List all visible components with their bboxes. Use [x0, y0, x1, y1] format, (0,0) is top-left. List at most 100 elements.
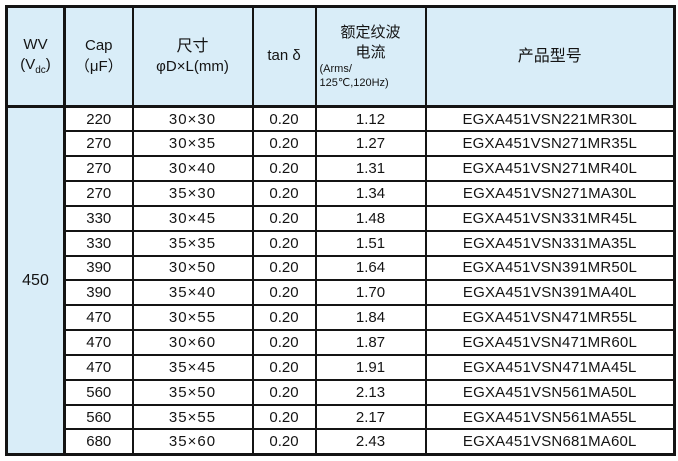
col-header-tand: tan δ [251, 5, 317, 108]
cell-ripple: 1.27 [314, 130, 427, 158]
model-label: 产品型号 [517, 47, 582, 65]
cell-tan: 0.20 [251, 353, 317, 381]
table-row: 330 35×35 0.20 1.51 EGXA451VSN331MA35L [6, 229, 676, 257]
cell-cap: 270 [63, 155, 134, 183]
cell-model: EGXA451VSN561MA55L [424, 403, 676, 431]
cell-ripple: 1.31 [314, 155, 427, 183]
col-header-wv: WV (Vdc) [5, 5, 66, 108]
cell-ripple: 2.17 [314, 403, 427, 431]
cell-size: 35×45 [131, 353, 254, 381]
ripple-label-cn-2: 电流 [355, 43, 386, 61]
cap-unit: （μF） [74, 57, 123, 75]
cell-model: EGXA451VSN331MR45L [424, 204, 676, 232]
cell-model: EGXA451VSN471MR60L [424, 329, 676, 356]
cell-model: EGXA451VSN471MA45L [424, 353, 676, 381]
cell-cap: 220 [63, 105, 134, 133]
cell-model: EGXA451VSN331MA35L [424, 229, 676, 257]
cell-ripple: 1.87 [314, 329, 427, 356]
table-body: 450 220 30×30 0.20 1.12 EGXA451VSN221MR30L 270… [5, 105, 676, 456]
cell-model: EGXA451VSN471MR55L [424, 304, 676, 332]
cell-size: 35×30 [131, 180, 254, 207]
table-row: 390 35×40 0.20 1.70 EGXA451VSN391MA40L [6, 279, 676, 307]
cell-ripple: 2.13 [314, 378, 427, 406]
size-label-cn: 尺寸 [176, 37, 209, 55]
cell-tan: 0.20 [251, 304, 317, 332]
cell-model: EGXA451VSN271MR40L [424, 155, 676, 183]
cell-size: 30×30 [131, 105, 254, 133]
col-header-model: 产品型号 [424, 5, 676, 108]
cell-cap: 330 [63, 204, 134, 232]
cell-tan: 0.20 [251, 229, 317, 257]
cell-model: EGXA451VSN391MA40L [424, 279, 676, 307]
cell-ripple: 1.48 [314, 204, 427, 232]
ripple-label-cn-1: 额定纹波 [340, 23, 401, 41]
cell-tan: 0.20 [251, 180, 317, 207]
table-row: 560 35×55 0.20 2.17 EGXA451VSN561MA55L [6, 403, 676, 431]
header-row: WV (Vdc) Cap （μF） 尺寸 φD×L(mm) tan δ 额定纹波… [5, 5, 676, 108]
cell-cap: 270 [63, 180, 134, 207]
cell-ripple: 1.12 [314, 105, 427, 133]
col-header-size: 尺寸 φD×L(mm) [131, 5, 254, 108]
table-row: 270 35×30 0.20 1.34 EGXA451VSN271MA30L [6, 180, 676, 207]
col-header-cap: Cap （μF） [63, 5, 134, 108]
cell-ripple: 2.43 [314, 428, 427, 456]
cell-size: 35×35 [131, 229, 254, 257]
cell-model: EGXA451VSN561MA50L [424, 378, 676, 406]
cell-tan: 0.20 [251, 105, 317, 133]
cell-model: EGXA451VSN221MR30L [424, 105, 676, 133]
cell-tan: 0.20 [251, 329, 317, 356]
size-unit: φD×L(mm) [156, 58, 229, 76]
table-row: 390 30×50 0.20 1.64 EGXA451VSN391MR50L [6, 254, 676, 282]
cell-tan: 0.20 [251, 403, 317, 431]
table-row: 560 35×50 0.20 2.13 EGXA451VSN561MA50L [6, 378, 676, 406]
cell-cap: 470 [63, 329, 134, 356]
cell-model: EGXA451VSN271MR35L [424, 130, 676, 158]
table-row: 680 35×60 0.20 2.43 EGXA451VSN681MA60L [6, 428, 676, 456]
table-row: 470 30×55 0.20 1.84 EGXA451VSN471MR55L [6, 304, 676, 332]
cell-tan: 0.20 [251, 428, 317, 456]
cell-ripple: 1.64 [314, 254, 427, 282]
table-row: 270 30×40 0.20 1.31 EGXA451VSN271MR40L [6, 155, 676, 183]
cell-cap: 330 [63, 229, 134, 257]
cell-ripple: 1.84 [314, 304, 427, 332]
cell-cap: 560 [63, 403, 134, 431]
cell-size: 30×60 [131, 329, 254, 356]
cell-size: 30×40 [131, 155, 254, 183]
cell-cap: 560 [63, 378, 134, 406]
col-header-ripple: 额定纹波 电流 (Arms/ 125℃,120Hz) [314, 5, 427, 108]
table-row: 270 30×35 0.20 1.27 EGXA451VSN271MR35L [6, 130, 676, 158]
table-row: 330 30×45 0.20 1.48 EGXA451VSN331MR45L [6, 204, 676, 232]
cell-model: EGXA451VSN681MA60L [424, 428, 676, 456]
tand-label: tan δ [267, 47, 301, 65]
cell-cap: 390 [63, 254, 134, 282]
wv-label: WV [23, 36, 48, 54]
cell-size: 30×50 [131, 254, 254, 282]
table-row: 450 220 30×30 0.20 1.12 EGXA451VSN221MR30L [5, 105, 676, 456]
cell-size: 30×45 [131, 204, 254, 232]
cell-tan: 0.20 [251, 378, 317, 406]
cell-size: 35×40 [131, 279, 254, 307]
ripple-unit-1: (Arms/ [319, 63, 352, 75]
cell-size: 35×55 [131, 403, 254, 431]
cell-tan: 0.20 [251, 204, 317, 232]
wv-unit: (Vdc) [20, 56, 51, 77]
cell-size: 30×55 [131, 304, 254, 332]
cell-ripple: 1.91 [314, 353, 427, 381]
cell-cap: 270 [63, 130, 134, 158]
cell-cap: 680 [63, 428, 134, 456]
cell-model: EGXA451VSN391MR50L [424, 254, 676, 282]
cell-size: 35×50 [131, 378, 254, 406]
cell-cap: 390 [63, 279, 134, 307]
ripple-unit-2: 125℃,120Hz) [319, 76, 389, 89]
cell-ripple: 1.70 [314, 279, 427, 307]
cell-cap: 470 [63, 304, 134, 332]
cap-label: Cap [84, 37, 113, 55]
cell-tan: 0.20 [251, 130, 317, 158]
table-row: 470 35×45 0.20 1.91 EGXA451VSN471MA45L [6, 353, 676, 381]
cell-size: 35×60 [131, 428, 254, 456]
cell-model: EGXA451VSN271MA30L [424, 180, 676, 207]
cell-tan: 0.20 [251, 254, 317, 282]
wv-value-cell: 450 [5, 105, 66, 456]
capacitor-spec-table: WV (Vdc) Cap （μF） 尺寸 φD×L(mm) tan δ 额定纹波… [5, 5, 676, 456]
